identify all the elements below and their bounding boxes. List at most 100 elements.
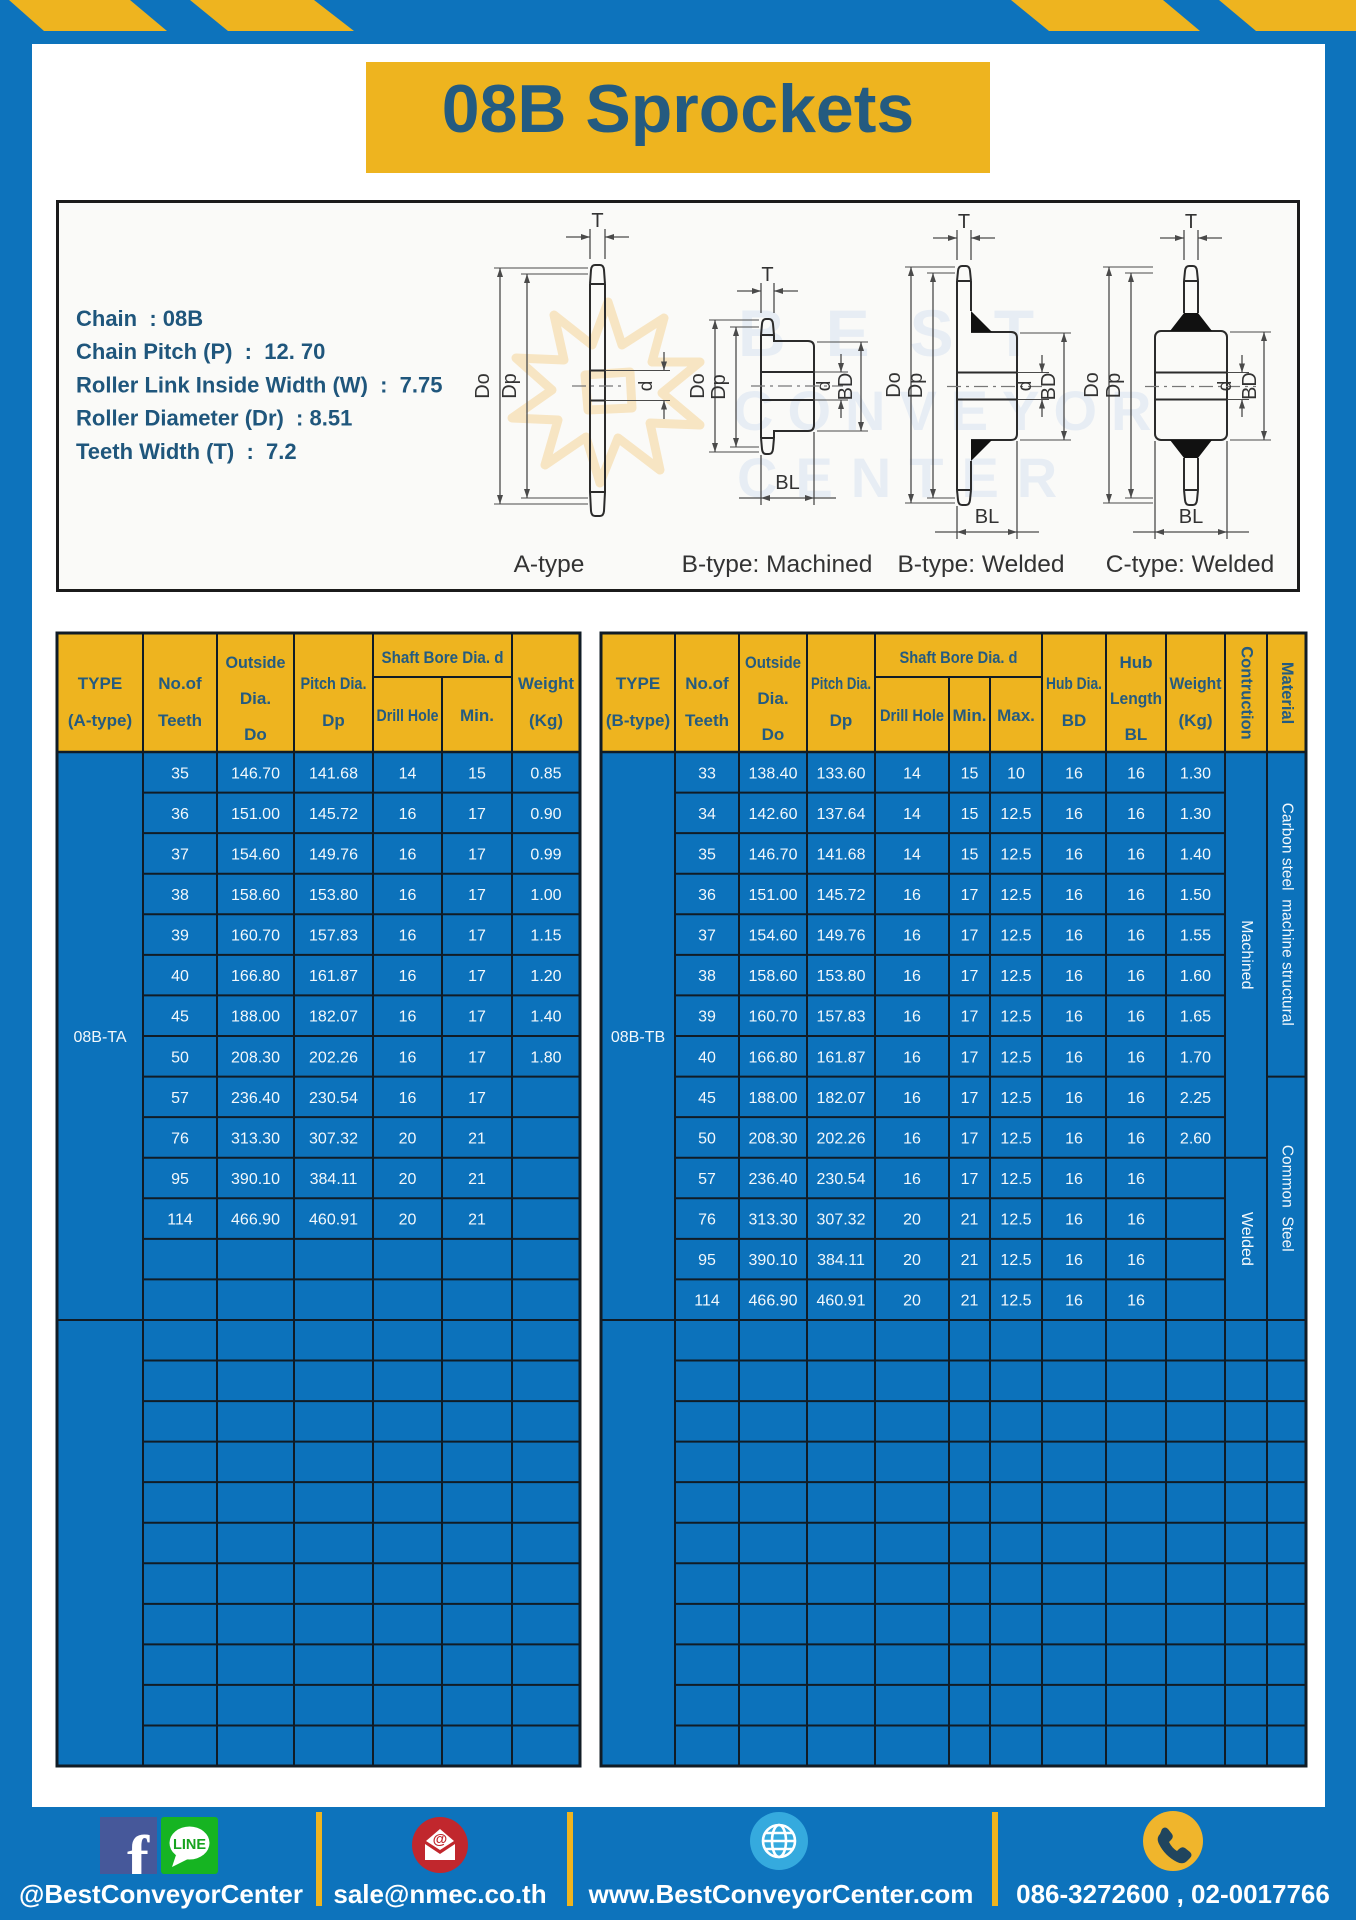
svg-text:230.54: 230.54: [309, 1090, 358, 1107]
svg-text:14: 14: [903, 765, 921, 782]
svg-text:17: 17: [468, 806, 486, 823]
svg-text:188.00: 188.00: [749, 1090, 798, 1107]
svg-text:1.55: 1.55: [1180, 928, 1211, 945]
svg-text:1.30: 1.30: [1180, 806, 1211, 823]
svg-text:Roller Diameter (Dr) : 8.51: Roller Diameter (Dr) : 8.51: [76, 406, 352, 431]
svg-text:166.80: 166.80: [231, 968, 280, 985]
svg-text:20: 20: [903, 1212, 921, 1229]
svg-text:Chain : 08B: Chain : 08B: [76, 306, 203, 331]
svg-text:Min.: Min.: [953, 706, 987, 725]
svg-text:No.of: No.of: [685, 674, 729, 693]
svg-text:Min.: Min.: [460, 706, 494, 725]
svg-text:76: 76: [698, 1212, 716, 1229]
svg-text:Dp: Dp: [499, 373, 521, 399]
svg-text:20: 20: [903, 1293, 921, 1310]
svg-text:17: 17: [468, 928, 486, 945]
svg-text:151.00: 151.00: [231, 806, 280, 823]
svg-text:161.87: 161.87: [817, 1049, 866, 1066]
svg-text:154.60: 154.60: [749, 928, 798, 945]
svg-text:15: 15: [468, 765, 486, 782]
svg-text:16: 16: [399, 1009, 417, 1026]
svg-text:16: 16: [1127, 928, 1145, 945]
svg-text:A-type: A-type: [514, 551, 585, 578]
svg-text:16: 16: [1127, 1090, 1145, 1107]
svg-text:160.70: 160.70: [231, 928, 280, 945]
svg-text:@: @: [433, 1831, 448, 1848]
svg-text:137.64: 137.64: [817, 806, 866, 823]
svg-text:16: 16: [1065, 968, 1083, 985]
svg-text:17: 17: [961, 1171, 979, 1188]
svg-text:Do: Do: [762, 725, 785, 744]
svg-text:202.26: 202.26: [309, 1049, 358, 1066]
svg-text:34: 34: [698, 806, 716, 823]
svg-text:12.5: 12.5: [1000, 1293, 1031, 1310]
svg-text:BL: BL: [1179, 506, 1203, 528]
svg-text:16: 16: [1065, 887, 1083, 904]
svg-text:www.BestConveyorCenter.com: www.BestConveyorCenter.com: [588, 1879, 974, 1909]
svg-text:39: 39: [698, 1009, 716, 1026]
svg-text:16: 16: [903, 1171, 921, 1188]
svg-text:57: 57: [171, 1090, 189, 1107]
svg-text:182.07: 182.07: [817, 1090, 866, 1107]
svg-text:188.00: 188.00: [231, 1009, 280, 1026]
svg-text:Weight: Weight: [518, 674, 574, 693]
svg-text:Do: Do: [244, 725, 267, 744]
svg-text:20: 20: [399, 1212, 417, 1229]
svg-text:Hub: Hub: [1119, 653, 1152, 672]
svg-text:16: 16: [903, 1049, 921, 1066]
svg-text:Teeth: Teeth: [158, 711, 202, 730]
svg-text:141.68: 141.68: [309, 765, 358, 782]
svg-text:154.60: 154.60: [231, 846, 280, 863]
svg-text:17: 17: [961, 928, 979, 945]
svg-text:160.70: 160.70: [749, 1009, 798, 1026]
svg-text:20: 20: [399, 1171, 417, 1188]
svg-text:16: 16: [1065, 1130, 1083, 1147]
svg-text:114: 114: [694, 1293, 720, 1310]
svg-text:Machined: Machined: [1238, 920, 1255, 989]
svg-text:Shaft Bore Dia. d: Shaft Bore Dia. d: [900, 648, 1018, 667]
svg-text:Dia.: Dia.: [757, 689, 788, 708]
svg-text:146.70: 146.70: [749, 846, 798, 863]
svg-text:182.07: 182.07: [309, 1009, 358, 1026]
svg-text:20: 20: [399, 1130, 417, 1147]
svg-text:153.80: 153.80: [817, 968, 866, 985]
svg-text:T: T: [1185, 211, 1197, 233]
svg-text:16: 16: [1127, 806, 1145, 823]
svg-text:Chain Pitch (P) : 12. 70: Chain Pitch (P) : 12. 70: [76, 339, 325, 364]
svg-text:14: 14: [903, 806, 921, 823]
svg-text:08B-TB: 08B-TB: [611, 1029, 665, 1046]
svg-text:f: f: [127, 1823, 150, 1896]
svg-text:Weight: Weight: [1170, 674, 1222, 693]
svg-text:21: 21: [961, 1212, 979, 1229]
svg-text:45: 45: [698, 1090, 716, 1107]
svg-text:16: 16: [1127, 1171, 1145, 1188]
svg-text:16: 16: [1065, 846, 1083, 863]
svg-text:12.5: 12.5: [1000, 928, 1031, 945]
svg-text:145.72: 145.72: [309, 806, 358, 823]
svg-text:Material: Material: [1278, 662, 1296, 724]
svg-text:(A-type): (A-type): [68, 711, 132, 730]
svg-text:12.5: 12.5: [1000, 806, 1031, 823]
svg-text:12.5: 12.5: [1000, 1171, 1031, 1188]
svg-text:16: 16: [1065, 806, 1083, 823]
svg-text:Shaft Bore Dia. d: Shaft Bore Dia. d: [382, 648, 504, 667]
svg-text:35: 35: [171, 765, 189, 782]
svg-text:0.85: 0.85: [530, 765, 561, 782]
svg-text:16: 16: [1127, 1049, 1145, 1066]
svg-text:Dp: Dp: [322, 711, 345, 730]
svg-text:17: 17: [961, 1090, 979, 1107]
svg-text:sale@nmec.co.th: sale@nmec.co.th: [333, 1879, 546, 1909]
svg-text:1.30: 1.30: [1180, 765, 1211, 782]
svg-text:Drill Hole: Drill Hole: [377, 706, 439, 725]
svg-text:16: 16: [1065, 1293, 1083, 1310]
svg-text:16: 16: [903, 887, 921, 904]
svg-text:17: 17: [468, 1009, 486, 1026]
svg-text:Max.: Max.: [997, 706, 1035, 725]
svg-text:d: d: [1215, 381, 1236, 392]
svg-text:1.40: 1.40: [1180, 846, 1211, 863]
svg-text:1.50: 1.50: [1180, 887, 1211, 904]
svg-text:(B-type): (B-type): [606, 711, 670, 730]
svg-text:17: 17: [961, 968, 979, 985]
svg-text:B-type: Machined: B-type: Machined: [682, 551, 873, 578]
svg-text:37: 37: [171, 846, 189, 863]
